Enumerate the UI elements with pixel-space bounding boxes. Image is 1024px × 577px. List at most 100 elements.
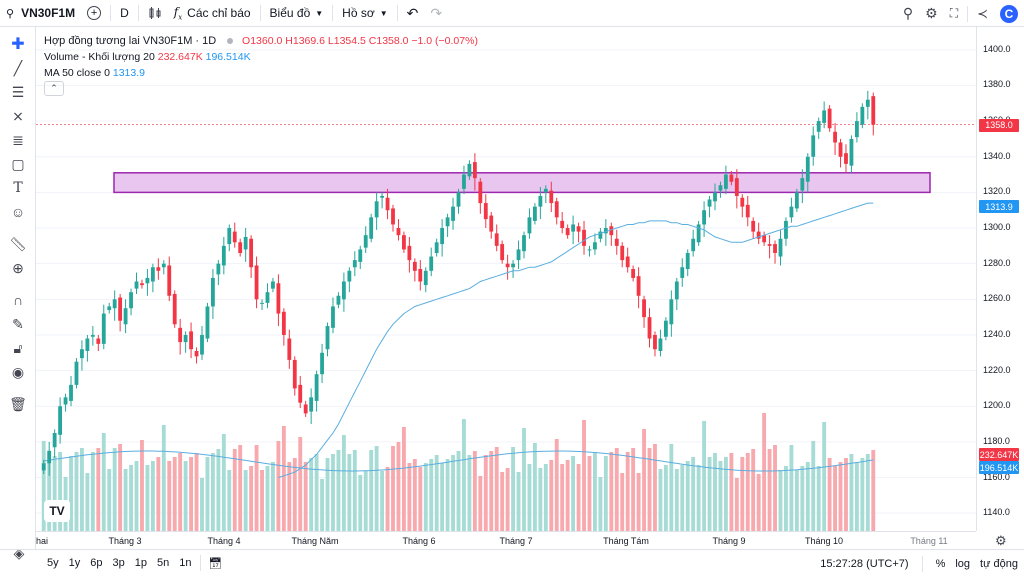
range-3p-button[interactable]: 3p <box>112 557 125 569</box>
clock-time[interactable]: 15:27:28 (UTC+7) <box>820 557 909 570</box>
trendline-tool[interactable]: ╱ <box>7 57 29 79</box>
fullscreen-button[interactable]: ⛶ <box>944 0 964 27</box>
volume-bar <box>183 461 188 531</box>
search-icon: ⚲ <box>6 7 15 20</box>
volume-bar <box>674 469 679 531</box>
volume-bar <box>462 419 466 531</box>
volume-bar <box>745 453 750 531</box>
candles-style-button[interactable] <box>142 0 168 27</box>
pattern-tool[interactable]: ⨯ <box>7 105 29 127</box>
shape-tool[interactable]: ▢ <box>7 153 29 175</box>
volume-bar <box>440 463 445 531</box>
magnet-tool[interactable]: ∩ <box>7 289 29 311</box>
candle-body <box>156 267 161 271</box>
settings-button[interactable]: ⚙ <box>919 0 944 27</box>
crosshair-tool[interactable]: ✚ <box>7 33 29 55</box>
lock-tool[interactable]: 🔓︎ <box>7 337 29 359</box>
price-axis[interactable]: 1400.01380.01360.01340.01320.01300.01280… <box>976 27 1024 531</box>
candle-body <box>674 281 679 300</box>
legend-title: Hợp đồng tương lai VN30F1M · 1D <box>44 35 217 47</box>
status-dot-icon <box>227 38 234 44</box>
draw-mode-tool[interactable]: ✎ <box>7 313 29 335</box>
share-button[interactable]: ≺ <box>971 0 994 27</box>
goto-date-button[interactable]: 📅︎ <box>204 557 228 570</box>
visibility-tool[interactable]: ◉ <box>7 361 29 383</box>
candle-body <box>205 306 210 339</box>
price-tick-label: 1260.0 <box>983 293 1011 304</box>
chart-type-dropdown[interactable]: Biểu đồ ▼ <box>264 0 330 27</box>
object-tree-button[interactable]: ◈ <box>8 542 30 564</box>
candle-body <box>478 181 483 204</box>
quick-search-button[interactable]: ⚲ <box>897 0 919 27</box>
legend-collapse-button[interactable]: ⌃ <box>44 81 64 96</box>
volume-bar <box>822 422 827 531</box>
candle-body <box>249 238 254 268</box>
interval-button[interactable]: D <box>114 0 135 27</box>
range-1n-button[interactable]: 1n <box>179 557 192 569</box>
redo-button[interactable]: ↷ <box>424 0 448 27</box>
volume-bar <box>412 459 417 531</box>
range-5n-button[interactable]: 5n <box>157 557 170 569</box>
log-toggle[interactable]: log <box>955 557 971 570</box>
axis-settings-button[interactable]: ⚙ <box>995 533 1007 549</box>
volume-bar <box>352 450 357 531</box>
volume-bar <box>560 464 565 531</box>
volume-bar <box>254 445 259 531</box>
indicators-button[interactable]: fx Các chỉ báo <box>168 0 257 27</box>
ma-value: 1313.9 <box>112 67 145 79</box>
volume-bar <box>445 459 450 531</box>
volume-bar <box>865 454 870 531</box>
candle-body <box>52 432 57 448</box>
volume-bar <box>200 478 204 531</box>
volume-bar <box>702 421 707 531</box>
candle-body <box>440 228 445 245</box>
ma-legend-row[interactable]: MA 50 close 0 1313.9 <box>44 65 478 81</box>
range-1y-button[interactable]: 1y <box>68 557 81 569</box>
volume-bar <box>789 445 794 531</box>
volume-bar <box>794 470 799 531</box>
volume-bar <box>287 462 292 531</box>
volume-bar <box>609 452 614 531</box>
volume-bar <box>423 463 428 531</box>
volume-bar <box>723 457 728 531</box>
volume-bar <box>838 462 843 531</box>
text-tool[interactable]: T <box>7 177 29 199</box>
emoji-tool[interactable]: ☺ <box>7 201 29 223</box>
price-tick-label: 1320.0 <box>983 186 1011 197</box>
volume-bar <box>325 458 330 531</box>
legend-change: −1.0 (−0.07%) <box>411 35 478 47</box>
candle-body <box>200 334 204 355</box>
undo-button[interactable]: ↶ <box>401 0 425 27</box>
candle-body <box>734 178 739 196</box>
symbol-search[interactable]: ⚲ VN30F1M <box>0 0 81 27</box>
auto-toggle[interactable]: tự động <box>980 557 1018 570</box>
volume-bar <box>685 461 690 531</box>
candle-body <box>118 297 123 321</box>
range-5y-button[interactable]: 5y <box>47 557 59 569</box>
zoom-tool[interactable]: ⊕ <box>7 257 29 279</box>
tradingview-logo[interactable]: TV <box>44 500 70 522</box>
volume-bar <box>347 454 352 531</box>
ruler-tool[interactable]: 📏︎ <box>7 233 29 255</box>
compare-button[interactable]: + <box>81 0 107 27</box>
percent-toggle[interactable]: % <box>935 557 946 570</box>
volume-bar <box>740 457 745 531</box>
symbol-label: VN30F1M <box>21 6 76 20</box>
candle-body <box>844 153 848 164</box>
range-6p-button[interactable]: 6p <box>90 557 103 569</box>
candle-body <box>232 231 237 243</box>
time-tick-label: Tháng 4 <box>207 536 241 546</box>
toolbar-divider <box>396 5 398 21</box>
volume-bar <box>663 465 668 531</box>
range-1p-button[interactable]: 1p <box>134 557 147 569</box>
candle-body <box>445 217 450 227</box>
volume-legend-row[interactable]: Volume - Khối lượng 20 232.647K 196.514K <box>44 49 478 65</box>
price-chart[interactable] <box>36 27 976 549</box>
remove-tool[interactable]: 🗑︎ <box>7 393 29 415</box>
fib-tool[interactable]: ≣ <box>7 129 29 151</box>
time-axis[interactable]: hai Tháng 3 Tháng 4 Tháng Năm Tháng 6 Tháng 7… <box>36 531 976 550</box>
ma-badge-badge: 1313.9 <box>979 200 1019 214</box>
horizontal-lines-tool[interactable]: ☰ <box>7 81 29 103</box>
profile-dropdown[interactable]: Hồ sơ ▼ <box>336 0 393 27</box>
candle-body <box>784 220 788 239</box>
